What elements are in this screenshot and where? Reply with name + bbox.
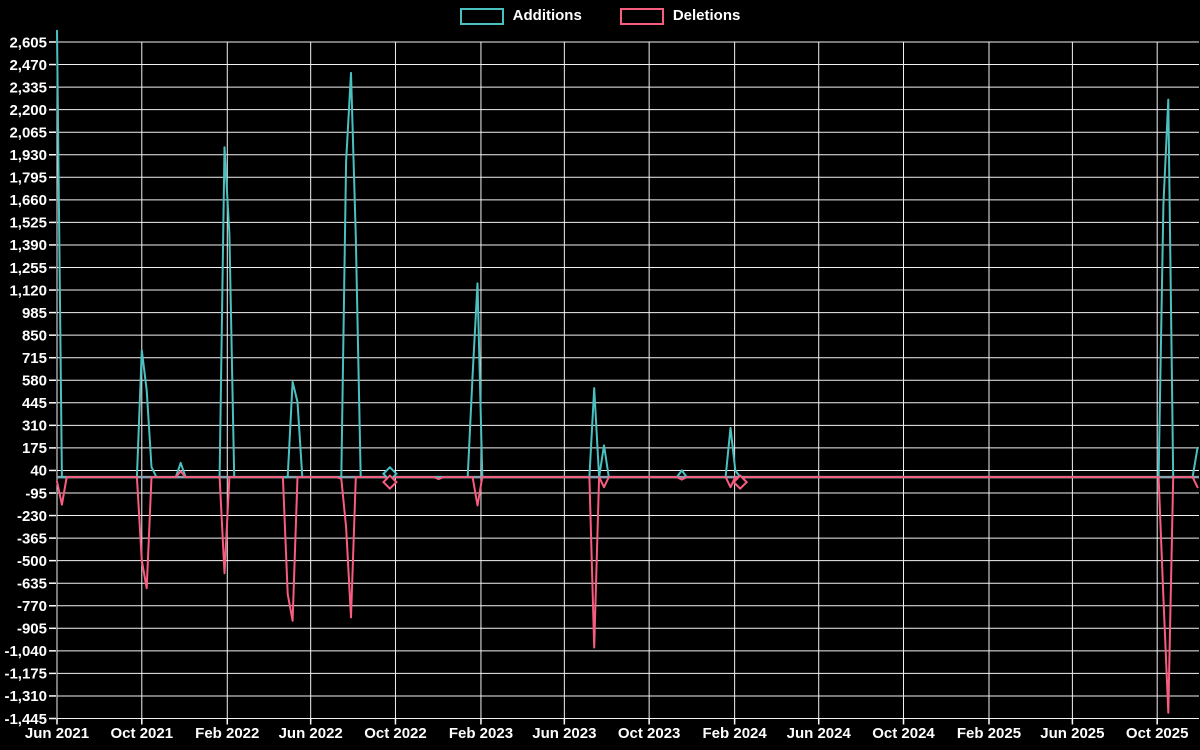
- x-tick-label: Jun 2024: [787, 725, 852, 742]
- y-tick-label: 1,525: [9, 215, 47, 232]
- x-tick-label: Feb 2024: [703, 725, 768, 742]
- x-tick-label: Feb 2022: [195, 725, 259, 742]
- x-tick-label: Jun 2021: [25, 725, 89, 742]
- series-line-deletions: [56, 470, 1199, 714]
- y-tick-label: 1,255: [9, 260, 47, 277]
- y-tick-label: -500: [17, 553, 47, 570]
- x-grid: Jun 2021 Oct 2021 Feb 2022 Jun 2022 Oct 2022…: [25, 42, 1189, 742]
- y-tick-label: -1,175: [4, 666, 47, 683]
- x-tick-label: Feb 2025: [957, 725, 1021, 742]
- y-tick-label: -1,445: [4, 711, 47, 728]
- y-tick-label: 310: [22, 418, 47, 435]
- y-tick-label: -905: [17, 621, 47, 638]
- y-tick-label: 1,120: [9, 282, 47, 299]
- additions-swatch-icon: [459, 7, 504, 25]
- y-tick-label: 2,605: [9, 34, 47, 51]
- x-tick-label: Jun 2022: [279, 725, 343, 742]
- y-tick-label: 40: [30, 463, 47, 480]
- y-tick-label: -635: [17, 575, 47, 592]
- y-tick-label: -770: [17, 598, 47, 615]
- x-tick-label: Oct 2022: [364, 725, 427, 742]
- y-tick-label: 580: [22, 373, 47, 390]
- point-marker-deletions: [732, 474, 749, 491]
- y-tick-label: 1,930: [9, 147, 47, 164]
- y-tick-label: 2,335: [9, 79, 47, 96]
- legend-item-additions[interactable]: Additions: [459, 7, 582, 25]
- legend-label-additions: Additions: [512, 7, 582, 24]
- y-tick-label: -95: [25, 485, 47, 502]
- x-tick-label: Feb 2023: [449, 725, 513, 742]
- y-tick-label: 985: [22, 305, 47, 322]
- y-tick-label: 2,065: [9, 124, 47, 141]
- y-tick-label: 1,660: [9, 192, 47, 209]
- y-tick-label: 445: [22, 395, 47, 412]
- y-tick-label: -1,310: [4, 688, 47, 705]
- legend-label-deletions: Deletions: [672, 7, 741, 24]
- chart-legend: Additions Deletions: [0, 7, 1200, 25]
- y-tick-label: -1,040: [4, 643, 47, 660]
- x-tick-label: Oct 2023: [618, 725, 681, 742]
- y-tick-label: -230: [17, 508, 47, 525]
- y-tick-label: -365: [17, 530, 47, 547]
- x-tick-label: Oct 2024: [872, 725, 935, 742]
- x-tick-label: Jun 2023: [532, 725, 596, 742]
- series-line-additions: [56, 29, 1199, 479]
- legend-item-deletions[interactable]: Deletions: [619, 7, 741, 25]
- y-tick-label: 2,200: [9, 102, 47, 119]
- y-tick-label: 1,795: [9, 170, 47, 187]
- point-marker-deletions: [381, 474, 398, 491]
- y-tick-label: 1,390: [9, 237, 47, 254]
- x-tick-label: Jun 2025: [1040, 725, 1104, 742]
- y-tick-label: 2,470: [9, 57, 47, 74]
- deletions-swatch-icon: [619, 7, 664, 25]
- x-tick-label: Oct 2021: [111, 725, 174, 742]
- x-tick-label: Oct 2025: [1126, 725, 1189, 742]
- y-tick-label: 850: [22, 327, 47, 344]
- y-grid: 2,605 2,470 2,335 2,200 2,065 1,930 1,795 1,660…: [4, 34, 1199, 728]
- y-tick-label: 715: [22, 350, 47, 367]
- y-tick-label: 175: [22, 440, 47, 457]
